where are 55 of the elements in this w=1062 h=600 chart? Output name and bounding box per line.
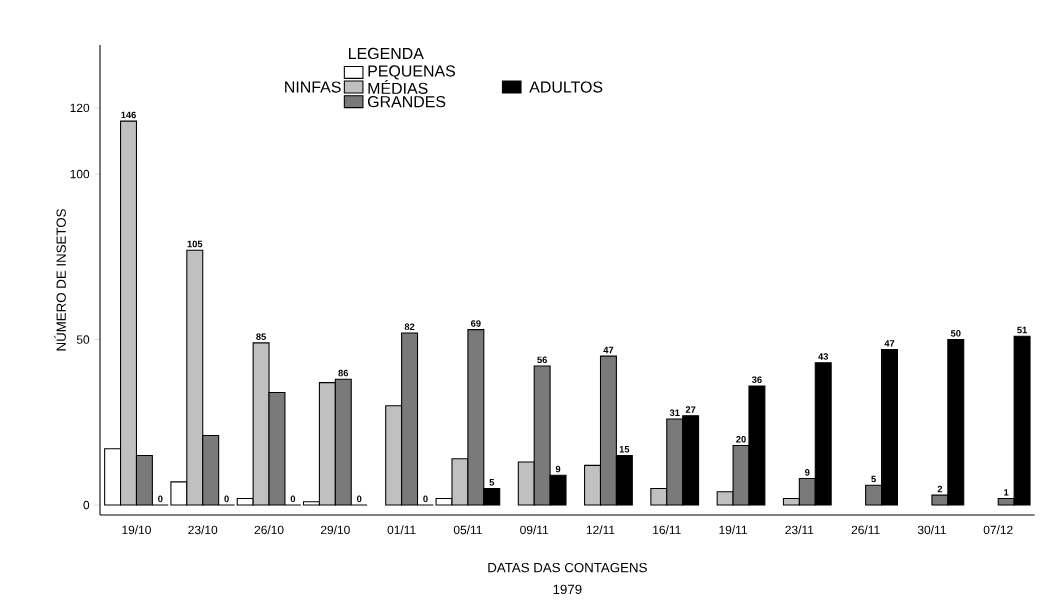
annotation: 9 <box>805 469 810 476</box>
x-tick-label: 01/11 <box>387 525 416 535</box>
data-label: 0 <box>158 495 163 503</box>
legend-label: GRANDES <box>367 96 446 108</box>
x-tick-label: 09/11 <box>520 525 549 535</box>
annotation: 47 <box>603 346 614 354</box>
x-tick-label: 26/10 <box>254 525 284 535</box>
data-label: 47 <box>884 340 895 347</box>
annotation: 20 <box>736 436 746 443</box>
annotation: 56 <box>537 356 547 364</box>
data-label: 0 <box>356 495 362 503</box>
data-label: 50 <box>950 330 961 337</box>
annotation: 2 <box>937 485 943 493</box>
legend-title: LEGENDA <box>349 47 424 60</box>
data-label: 27 <box>685 406 696 413</box>
y-tick-label: 120 <box>70 103 90 113</box>
legend-label: PEQUENAS <box>368 65 456 80</box>
data-label: 0 <box>423 495 428 503</box>
x-tick-label: 23/11 <box>785 525 814 535</box>
annotation: 146 <box>121 111 136 119</box>
data-label: 0 <box>290 495 296 503</box>
legend-label: ADULTOS <box>529 81 603 93</box>
annotation: 31 <box>669 409 680 417</box>
legend-label: MÉDIAS <box>368 80 428 95</box>
annotation: 1 <box>1004 489 1009 496</box>
x-tick-label: 19/10 <box>122 525 151 535</box>
annotation: 69 <box>471 320 481 327</box>
x-tick-label: 23/10 <box>188 525 218 535</box>
data-label: 5 <box>489 479 495 486</box>
x-tick-label: 16/11 <box>653 525 681 535</box>
annotation: 82 <box>404 323 415 331</box>
y-axis-title: NÚMERO DE INSETOS <box>54 209 66 351</box>
x-tick-label: 12/11 <box>586 525 615 535</box>
y-tick-label: 100 <box>70 169 90 179</box>
data-label: 51 <box>1017 326 1027 334</box>
x-tick-label: 29/10 <box>320 525 350 535</box>
y-tick-label: 50 <box>76 335 90 344</box>
data-label: 0 <box>224 495 229 503</box>
x-tick-label: 19/11 <box>719 525 747 535</box>
annotation: 5 <box>871 475 876 483</box>
x-axis-title: DATAS DAS CONTAGENS <box>488 562 647 573</box>
x-tick-label: 30/11 <box>917 525 946 535</box>
annotation: 86 <box>338 369 349 377</box>
y-tick-label: 0 <box>83 500 90 510</box>
x-tick-label: 05/11 <box>453 525 482 535</box>
x-tick-label: 07/12 <box>983 525 1013 535</box>
data-label: 15 <box>619 446 630 453</box>
data-label: 43 <box>818 353 829 360</box>
data-label: 9 <box>555 465 561 473</box>
text: 1979 <box>553 584 582 595</box>
annotation: 85 <box>256 333 266 340</box>
annotation: NINFAS <box>285 81 341 93</box>
data-label: 36 <box>751 376 762 383</box>
x-tick-label: 26/11 <box>851 525 880 535</box>
annotation: 105 <box>187 240 203 248</box>
